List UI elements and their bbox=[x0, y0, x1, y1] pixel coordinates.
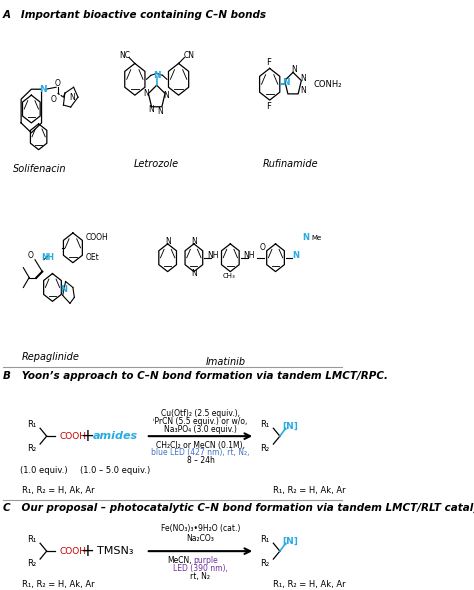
Text: F: F bbox=[266, 58, 271, 67]
Text: N: N bbox=[144, 88, 149, 98]
Text: N: N bbox=[191, 237, 197, 247]
Text: N: N bbox=[148, 104, 154, 113]
Text: CH₃: CH₃ bbox=[222, 273, 235, 278]
Text: A   Important bioactive containing C–N bonds: A Important bioactive containing C–N bon… bbox=[3, 10, 267, 20]
Text: Repaglinide: Repaglinide bbox=[22, 352, 80, 362]
Text: N: N bbox=[61, 285, 68, 294]
Text: N: N bbox=[191, 269, 197, 278]
Text: (1.0 – 5.0 equiv.): (1.0 – 5.0 equiv.) bbox=[80, 466, 150, 475]
Text: O: O bbox=[259, 243, 265, 253]
Text: R₁, R₂ = H, Ak, Ar: R₁, R₂ = H, Ak, Ar bbox=[22, 580, 94, 589]
Text: rt, N₂: rt, N₂ bbox=[191, 572, 210, 581]
Text: R₂: R₂ bbox=[261, 559, 270, 568]
Text: COOH: COOH bbox=[60, 547, 87, 556]
Text: R₂: R₂ bbox=[27, 559, 36, 568]
Text: N: N bbox=[164, 91, 169, 100]
Text: (1.0 equiv.): (1.0 equiv.) bbox=[20, 466, 68, 475]
Text: amides: amides bbox=[92, 431, 138, 441]
Text: Letrozole: Letrozole bbox=[134, 159, 179, 169]
Text: N: N bbox=[39, 85, 47, 94]
Text: NH: NH bbox=[207, 251, 219, 260]
Text: ⁱPrCN (5.5 equiv.) or w/o,: ⁱPrCN (5.5 equiv.) or w/o, bbox=[153, 417, 247, 426]
Text: OEt: OEt bbox=[86, 253, 100, 262]
Text: LED (390 nm),: LED (390 nm), bbox=[173, 564, 228, 573]
Text: NH: NH bbox=[244, 251, 255, 260]
Text: N: N bbox=[165, 237, 171, 247]
Text: N: N bbox=[292, 65, 297, 74]
Text: R₂: R₂ bbox=[261, 444, 270, 453]
Text: N: N bbox=[153, 71, 161, 80]
Text: MeCN,: MeCN, bbox=[167, 556, 191, 565]
Text: Fe(NO₃)₃•9H₂O (cat.): Fe(NO₃)₃•9H₂O (cat.) bbox=[161, 525, 240, 533]
Text: N: N bbox=[157, 107, 163, 116]
Text: C   Our proposal – photocatalytic C–N bond formation via tandem LMCT/RLT catalys: C Our proposal – photocatalytic C–N bond… bbox=[3, 503, 474, 513]
Text: R₁, R₂ = H, Ak, Ar: R₁, R₂ = H, Ak, Ar bbox=[273, 486, 346, 495]
Text: R₁, R₂ = H, Ak, Ar: R₁, R₂ = H, Ak, Ar bbox=[22, 486, 94, 495]
Text: B   Yoon’s approach to C–N bond formation via tandem LMCT/RPC.: B Yoon’s approach to C–N bond formation … bbox=[3, 371, 388, 381]
Text: Imatinib: Imatinib bbox=[206, 357, 246, 367]
Text: +: + bbox=[81, 542, 94, 560]
Text: Na₃PO₄ (3.0 equiv.): Na₃PO₄ (3.0 equiv.) bbox=[164, 425, 237, 434]
Text: F: F bbox=[266, 101, 271, 110]
Text: CN: CN bbox=[183, 51, 194, 60]
Text: CONH₂: CONH₂ bbox=[313, 80, 342, 88]
Text: N: N bbox=[302, 234, 310, 242]
Text: Me: Me bbox=[311, 235, 321, 241]
Text: R₁: R₁ bbox=[27, 419, 36, 429]
Text: TMSN₃: TMSN₃ bbox=[97, 546, 133, 556]
Text: Rufinamide: Rufinamide bbox=[262, 159, 318, 169]
Text: N: N bbox=[301, 86, 306, 95]
Text: R₁: R₁ bbox=[260, 419, 270, 429]
Text: COOH: COOH bbox=[86, 234, 109, 242]
Text: O: O bbox=[55, 79, 61, 88]
Text: N: N bbox=[69, 93, 75, 101]
Text: [N]: [N] bbox=[282, 422, 298, 431]
Text: O: O bbox=[27, 251, 34, 260]
Text: R₁, R₂ = H, Ak, Ar: R₁, R₂ = H, Ak, Ar bbox=[273, 580, 346, 589]
Text: N: N bbox=[282, 78, 290, 87]
Text: blue LED (427 nm), rt, N₂,: blue LED (427 nm), rt, N₂, bbox=[151, 448, 250, 457]
Text: 8 – 24h: 8 – 24h bbox=[186, 456, 214, 465]
Text: purple: purple bbox=[193, 556, 218, 565]
Text: NC: NC bbox=[119, 51, 130, 60]
Text: Solifenacin: Solifenacin bbox=[13, 163, 67, 173]
Text: NH: NH bbox=[42, 253, 55, 262]
Text: O: O bbox=[50, 94, 56, 104]
Text: R₁: R₁ bbox=[260, 535, 270, 544]
Text: Na₂CO₃: Na₂CO₃ bbox=[186, 534, 214, 543]
Text: Cu(Otf)₂ (2.5 equiv.),: Cu(Otf)₂ (2.5 equiv.), bbox=[161, 409, 240, 418]
Text: N: N bbox=[292, 251, 300, 260]
Text: CH₂Cl₂ or MeCN (0.1M),: CH₂Cl₂ or MeCN (0.1M), bbox=[156, 441, 245, 450]
Text: R₁: R₁ bbox=[27, 535, 36, 544]
Text: [N]: [N] bbox=[282, 537, 298, 546]
Text: +: + bbox=[81, 427, 94, 445]
Text: R₂: R₂ bbox=[27, 444, 36, 453]
Text: N: N bbox=[301, 74, 306, 83]
Text: COOH: COOH bbox=[60, 432, 87, 441]
